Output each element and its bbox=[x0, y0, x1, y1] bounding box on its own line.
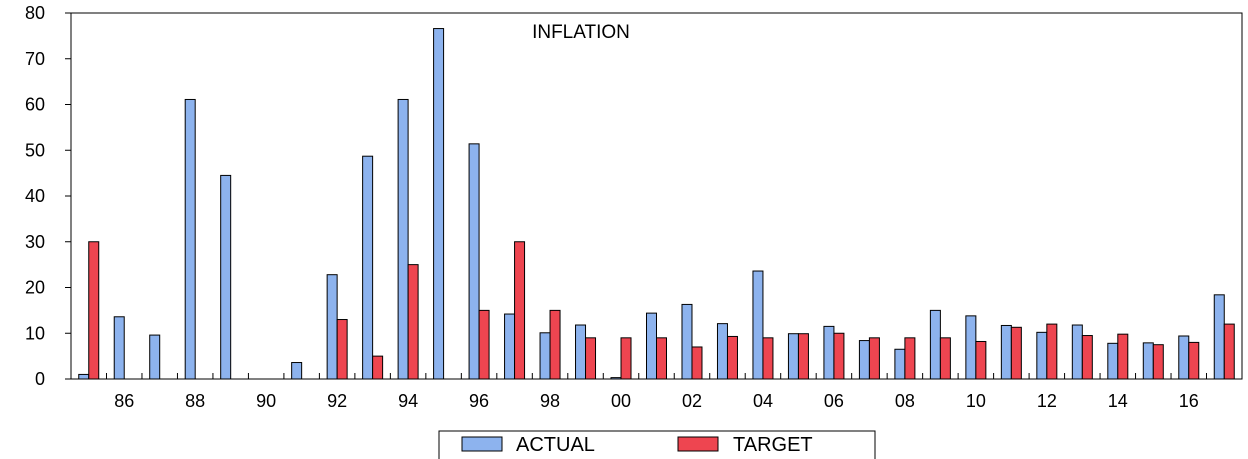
bar-target-1993 bbox=[372, 355, 384, 380]
x-tick-label: 00 bbox=[611, 391, 631, 411]
bar-actual-1987 bbox=[149, 334, 161, 380]
x-tick-label: 06 bbox=[824, 391, 844, 411]
bar-actual-2006 bbox=[823, 325, 835, 380]
bar-actual-2007 bbox=[858, 340, 870, 380]
x-tick-label: 10 bbox=[966, 391, 986, 411]
bar-target-2012 bbox=[1046, 323, 1058, 380]
bar-target-1994 bbox=[407, 264, 419, 380]
bar-actual-2016 bbox=[1178, 335, 1190, 380]
bar-target-2014 bbox=[1117, 333, 1129, 380]
bar-target-2006 bbox=[833, 332, 845, 380]
bar-target-2005 bbox=[797, 333, 809, 380]
legend-swatch-actual bbox=[461, 436, 503, 452]
bar-target-2017 bbox=[1223, 323, 1235, 380]
x-tick-label: 90 bbox=[256, 391, 276, 411]
bar-actual-1988 bbox=[184, 98, 196, 380]
x-tick-label: 08 bbox=[895, 391, 915, 411]
y-tick-label: 60 bbox=[25, 95, 45, 115]
bar-actual-2013 bbox=[1071, 324, 1083, 380]
bar-actual-1999 bbox=[575, 324, 587, 380]
bar-actual-2008 bbox=[894, 348, 906, 380]
bar-actual-1993 bbox=[362, 155, 374, 380]
bar-actual-2005 bbox=[787, 333, 799, 380]
bar-actual-2001 bbox=[646, 312, 657, 380]
chart-title: INFLATION bbox=[532, 22, 630, 43]
bar-target-2009 bbox=[939, 337, 951, 380]
bar-actual-1997 bbox=[504, 313, 516, 380]
y-axis: 0 10 20 30 40 50 60 70 80 bbox=[25, 3, 71, 389]
bar-actual-1996 bbox=[468, 143, 480, 380]
x-tick-label: 14 bbox=[1108, 391, 1128, 411]
x-tick-label: 86 bbox=[114, 391, 134, 411]
bar-target-2011 bbox=[1010, 326, 1022, 380]
x-axis: 86 88 90 92 94 96 98 00 02 04 06 08 10 12 14 16 bbox=[105, 373, 1208, 411]
bar-target-2015 bbox=[1152, 344, 1164, 380]
bar-actual-2009 bbox=[929, 309, 941, 380]
legend-label-actual: ACTUAL bbox=[516, 434, 595, 456]
bar-actual-2010 bbox=[965, 315, 977, 380]
y-tick-label: 10 bbox=[25, 323, 45, 343]
y-tick-label: 40 bbox=[25, 186, 45, 206]
bars-group bbox=[78, 28, 1235, 380]
legend: ACTUAL TARGET bbox=[438, 430, 876, 459]
x-tick-label: 04 bbox=[753, 391, 773, 411]
bar-actual-2015 bbox=[1142, 342, 1154, 380]
legend-swatch-target bbox=[677, 436, 719, 452]
bar-target-2010 bbox=[975, 340, 987, 380]
x-tick-label: 02 bbox=[682, 391, 702, 411]
bar-actual-1989 bbox=[220, 174, 232, 380]
bar-actual-2003 bbox=[716, 323, 728, 380]
bar-target-1992 bbox=[336, 319, 348, 380]
bar-target-2008 bbox=[904, 337, 916, 380]
bar-target-2003 bbox=[726, 335, 738, 380]
y-tick-label: 50 bbox=[25, 140, 45, 160]
bar-target-2013 bbox=[1081, 335, 1093, 380]
legend-box bbox=[438, 430, 876, 459]
bar-target-2016 bbox=[1188, 341, 1200, 380]
y-tick-label: 30 bbox=[25, 232, 45, 252]
bar-actual-1986 bbox=[113, 316, 125, 380]
bar-target-1996 bbox=[478, 309, 490, 380]
bar-actual-1995 bbox=[433, 28, 445, 380]
x-tick-label: 16 bbox=[1179, 391, 1199, 411]
x-tick-label: 96 bbox=[469, 391, 489, 411]
bar-actual-1994 bbox=[397, 98, 409, 380]
bar-target-2002 bbox=[691, 346, 703, 380]
x-tick-label: 94 bbox=[398, 391, 418, 411]
y-tick-label: 70 bbox=[25, 49, 45, 69]
bar-actual-2002 bbox=[681, 303, 693, 380]
bar-actual-2004 bbox=[752, 270, 764, 380]
bar-target-1999 bbox=[585, 337, 597, 380]
x-tick-label: 92 bbox=[327, 391, 347, 411]
x-tick-label: 88 bbox=[185, 391, 205, 411]
bar-actual-2011 bbox=[1000, 324, 1012, 380]
y-tick-label: 20 bbox=[25, 278, 45, 298]
y-tick-label: 80 bbox=[25, 3, 45, 23]
bar-actual-2017 bbox=[1213, 294, 1225, 380]
bar-actual-1992 bbox=[326, 274, 338, 380]
bar-target-1985 bbox=[88, 241, 100, 380]
bar-target-1997 bbox=[514, 241, 526, 380]
bar-target-1998 bbox=[549, 309, 561, 380]
x-tick-label: 12 bbox=[1037, 391, 1057, 411]
x-tick-label: 98 bbox=[540, 391, 560, 411]
bar-actual-2014 bbox=[1107, 342, 1119, 380]
y-tick-label: 0 bbox=[35, 369, 45, 389]
legend-label-target: TARGET bbox=[733, 434, 813, 456]
bar-actual-1998 bbox=[539, 332, 551, 380]
bar-actual-1991 bbox=[291, 362, 303, 380]
bar-actual-1985 bbox=[78, 373, 90, 380]
bar-actual-2012 bbox=[1036, 331, 1048, 380]
bar-target-2004 bbox=[762, 337, 774, 380]
bar-target-2000 bbox=[620, 337, 632, 380]
bar-target-2001 bbox=[656, 337, 667, 380]
bar-target-2007 bbox=[868, 337, 880, 380]
